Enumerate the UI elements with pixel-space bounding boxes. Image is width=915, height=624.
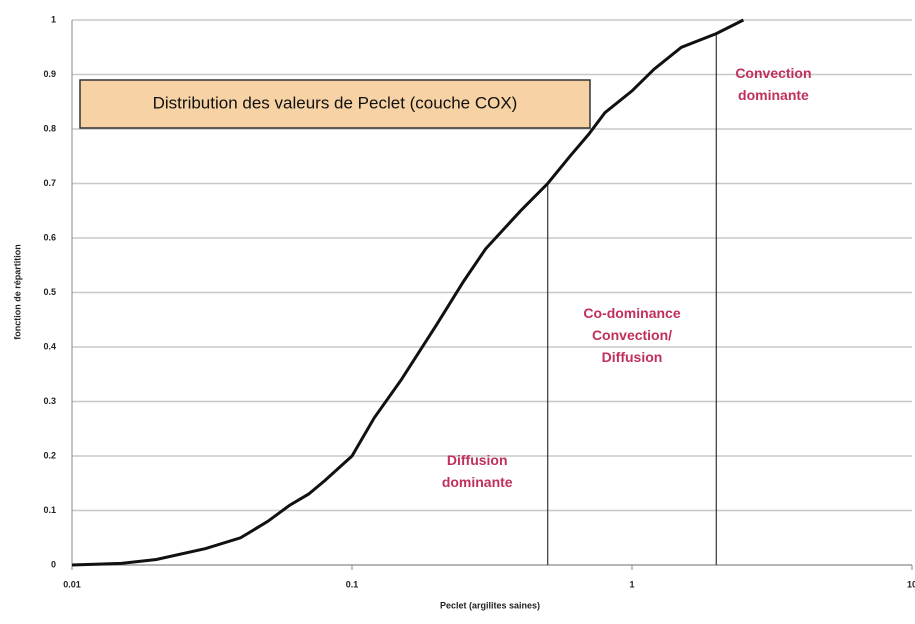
x-tick-label: 0.1 <box>346 579 359 589</box>
y-tick-label: 0.3 <box>43 396 56 406</box>
y-tick-label: 0.1 <box>43 505 56 515</box>
annotation: Convection <box>735 65 811 81</box>
y-tick-label: 0.8 <box>43 123 56 133</box>
y-tick-label: 0.6 <box>43 232 56 242</box>
x-tick-label: 10 <box>907 579 915 589</box>
y-tick-label: 0.9 <box>43 69 56 79</box>
cdf-line <box>71 18 745 567</box>
x-axis-label: Peclet (argilites saines) <box>440 600 540 610</box>
y-tick-label: 0.2 <box>43 450 56 460</box>
y-tick-label: 0.7 <box>43 178 56 188</box>
annotation: Diffusion <box>602 349 663 365</box>
chart-title: Distribution des valeurs de Peclet (couc… <box>153 93 518 112</box>
y-tick-label: 0 <box>51 559 56 569</box>
annotation: Co-dominance <box>583 305 680 321</box>
y-tick-label: 0.4 <box>43 341 56 351</box>
y-tick-label: 0.5 <box>43 287 56 297</box>
title-box <box>79 79 591 129</box>
x-tick-label: 1 <box>629 579 634 589</box>
annotation: Convection/ <box>592 327 672 343</box>
annotation: dominante <box>738 87 809 103</box>
annotation: dominante <box>442 474 513 490</box>
y-tick-label: 1 <box>51 14 56 24</box>
y-axis-label: fonction de répartition <box>12 244 22 340</box>
x-tick-label: 0.01 <box>63 579 81 589</box>
annotation: Diffusion <box>447 452 508 468</box>
